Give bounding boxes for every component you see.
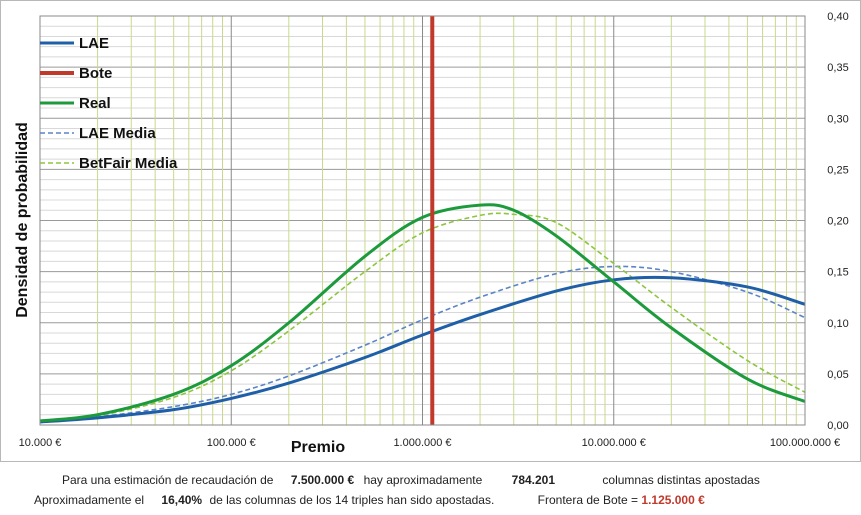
legend-label-lae: LAE [79, 35, 109, 52]
series-line-lae [39, 275, 806, 424]
footer-line1-prefix: Para una estimación de recaudación de [62, 473, 274, 487]
y-tick-label: 0,40 [827, 11, 848, 23]
chart-area: 10.000 € 100.000 € 1.000.000 € 10.000.000 €… [14, 11, 849, 456]
y-tick-label: 0,30 [827, 113, 848, 125]
y-axis-label: Densidad de probabilidad [14, 122, 31, 318]
footer-line2-prefix: Aproximadamente el [34, 493, 145, 507]
series-line-betfair-media [39, 212, 806, 422]
legend-label-bote: Bote [79, 65, 112, 82]
frontera-value: 1.125.000 € [641, 493, 705, 507]
y-tick-label: 0,20 [827, 216, 848, 228]
plot-border [39, 15, 806, 426]
x-axis-label: Premio [291, 439, 345, 456]
grid-lines [39, 15, 806, 426]
recaudacion-value: 7.500.000 € [290, 473, 355, 487]
y-tick-label: 0,15 [827, 267, 848, 279]
x-tick-label: 10.000.000 € [582, 437, 646, 449]
y-tick-label: 0,35 [827, 62, 848, 74]
x-tick-label: 1.000.000 € [393, 437, 451, 449]
footer-line-1: Para una estimación de recaudación de 7.… [62, 473, 760, 487]
x-tick-label: 100.000.000 € [770, 437, 840, 449]
legend-label-real: Real [79, 95, 111, 112]
y-tick-label: 0,25 [827, 164, 848, 176]
x-tick-label: 100.000 € [207, 437, 256, 449]
y-tick-label: 0,05 [827, 369, 848, 381]
footer-line1-suffix: columnas distintas apostadas [602, 473, 760, 487]
series-line-real [39, 203, 806, 423]
series-layer [39, 16, 806, 425]
legend-label-betfair-media: BetFair Media [79, 155, 178, 172]
series-line-lae-media [39, 265, 806, 422]
x-tick-label: 10.000 € [19, 437, 62, 449]
columnas-value: 784.201 [511, 473, 556, 487]
legend: LAE Bote Real LAE Media BetFair Media [40, 35, 178, 172]
footer-line2-mid: de las columnas de los 14 triples han si… [209, 493, 495, 507]
frontera-label: Frontera de Bote = [537, 493, 639, 507]
footer-line1-mid: hay aproximadamente [363, 473, 483, 487]
legend-label-lae-media: LAE Media [79, 125, 156, 142]
axes: 10.000 € 100.000 € 1.000.000 € 10.000.000 €… [19, 11, 849, 449]
y-tick-label: 0,00 [827, 420, 848, 432]
porcentaje-value: 16,40% [161, 493, 203, 507]
y-tick-label: 0,10 [827, 318, 848, 330]
footer-line-2: Aproximadamente el 16,40% de las columna… [34, 493, 705, 507]
